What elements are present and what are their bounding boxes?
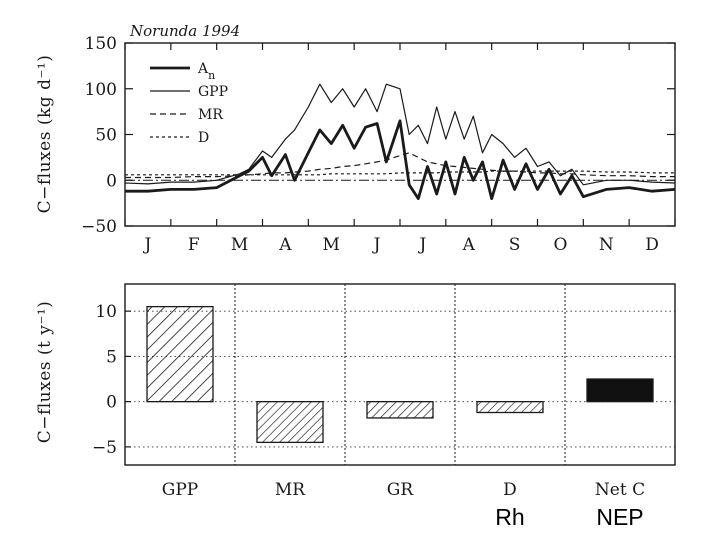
- x-tick-label: M: [323, 235, 340, 255]
- series-line-gpp: [124, 83, 676, 186]
- bar-gr: [366, 400, 434, 419]
- x-tick-label: D: [503, 480, 517, 500]
- legend-label: GPP: [198, 84, 228, 100]
- daily-flux-panel: Norunda 1994 C−fluxes (kg d⁻¹) 150 100 50 0…: [35, 22, 676, 255]
- bar-annotations: Rh NEP: [495, 504, 643, 530]
- annotation-label: NEP: [596, 504, 643, 530]
- x-tick-label: GPP: [162, 480, 198, 500]
- x-tick-label: MR: [275, 480, 306, 500]
- legend-label: D: [198, 130, 209, 146]
- x-tick-label: D: [645, 235, 659, 255]
- y-tick-label: 0: [106, 171, 117, 191]
- bottom-y-axis-title: C−fluxes (t y⁻¹): [35, 301, 55, 444]
- annotation-label: Rh: [495, 504, 524, 530]
- legend: An GPP MR D: [150, 61, 228, 146]
- y-tick-label: 150: [85, 34, 117, 54]
- y-tick-label: 0: [106, 393, 117, 413]
- top-y-axis-title: C−fluxes (kg d⁻¹): [35, 55, 55, 214]
- series-line-d: [125, 170, 675, 176]
- x-tick-label: GR: [387, 480, 415, 500]
- x-tick-label: J: [418, 235, 427, 255]
- y-tick-label: 10: [95, 302, 117, 322]
- y-tick-label: 5: [106, 347, 117, 367]
- legend-label: MR: [198, 107, 223, 123]
- flux-series: [124, 83, 676, 200]
- x-tick-label: A: [462, 235, 476, 255]
- bar-d: [476, 400, 544, 414]
- y-tick-label: −50: [81, 217, 117, 237]
- x-tick-label: M: [231, 235, 248, 255]
- legend-subscript: n: [208, 69, 215, 82]
- bar-net-c: [586, 378, 654, 403]
- x-tick-label: Net C: [595, 480, 645, 500]
- x-tick-label: J: [143, 235, 152, 255]
- y-tick-label: 100: [85, 80, 117, 100]
- x-tick-label: A: [278, 235, 292, 255]
- annual-bars: [146, 305, 654, 444]
- y-tick-label: −5: [92, 438, 117, 458]
- plot-title: Norunda 1994: [129, 22, 240, 40]
- legend-label: An: [197, 61, 215, 82]
- x-tick-label: F: [188, 235, 200, 255]
- top-y-axis: 150 100 50 0 −50: [81, 34, 675, 237]
- annual-flux-panel: C−fluxes (t y⁻¹) 10 5 0 −5 GPP MR GR D Net C Rh…: [35, 283, 676, 530]
- top-x-axis: J F M A M J J A S O N D: [124, 43, 676, 255]
- x-tick-label: S: [509, 235, 521, 255]
- bar-mr: [256, 400, 324, 444]
- x-tick-label: J: [372, 235, 381, 255]
- y-tick-label: 50: [95, 126, 117, 146]
- x-tick-label: O: [553, 235, 567, 255]
- bottom-plot-frame: [124, 283, 676, 466]
- series-line-mr: [125, 152, 675, 179]
- bottom-y-axis: 10 5 0 −5: [92, 302, 131, 458]
- x-tick-label: N: [599, 235, 614, 255]
- bar-gpp: [146, 305, 214, 403]
- bottom-x-axis: GPP MR GR D Net C: [162, 480, 645, 500]
